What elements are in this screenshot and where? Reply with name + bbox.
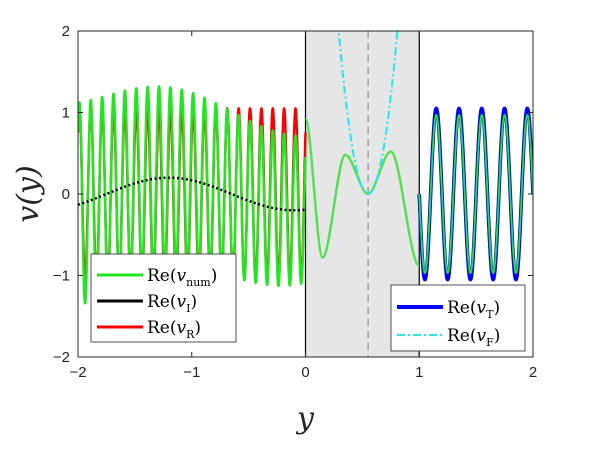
series-re-v-num-middle [304,117,421,267]
legend-entry: Re(vI) [147,292,197,315]
x-axis-label: y [295,401,315,436]
y-axis-label: v(y) [11,165,46,222]
series-re-v-num-left [78,85,307,305]
legend-entry: Re(vR) [147,318,201,341]
x-tick-label: 1 [415,364,423,381]
curves [78,31,533,305]
y-tick-label: −1 [53,268,70,285]
legend-entry: Re(vnum) [147,266,217,289]
legend-entry: Re(vT) [447,298,500,321]
legend-right-box [390,284,526,352]
y-tick-label: 2 [62,23,70,40]
series-re-v-num-right [418,114,533,274]
x-tick-label: −2 [69,364,86,381]
legend-left: Re(vnum) Re(vI) Re(vR) [90,253,237,343]
series-re-v-f [337,31,399,196]
legend-right: Re(vT) Re(vF) [390,284,526,352]
ticks: −2−2 −1 −1 0 0 1 1 2 2 [53,23,537,381]
x-tick-label: 0 [301,364,309,381]
x-tick-label: 2 [529,364,537,381]
series-re-v-i [78,176,307,212]
legend-entry: Re(vF) [447,326,500,349]
y-tick-label: 1 [62,105,70,122]
y-tick-label: 0 [62,186,70,203]
x-tick-label: −1 [183,364,200,381]
y-tick-label: −2 [53,349,70,366]
